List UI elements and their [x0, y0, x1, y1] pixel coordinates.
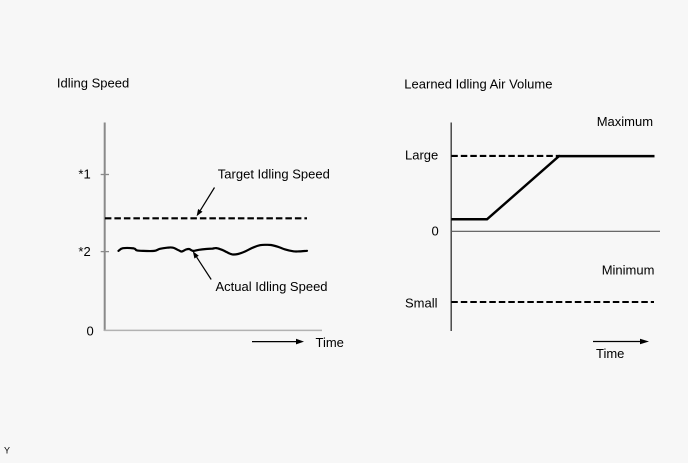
svg-text:Time: Time [316, 335, 344, 350]
svg-text:Maximum: Maximum [597, 114, 653, 129]
svg-text:0: 0 [87, 324, 94, 339]
svg-text:Target Idling Speed: Target Idling Speed [218, 167, 330, 182]
svg-text:Small: Small [405, 295, 438, 310]
svg-text:0: 0 [432, 223, 439, 238]
svg-text:Actual Idling Speed: Actual Idling Speed [216, 279, 328, 294]
svg-text:Minimum: Minimum [602, 263, 655, 278]
svg-text:Learned Idling Air Volume: Learned Idling Air Volume [404, 77, 552, 92]
svg-text:Idling Speed: Idling Speed [57, 76, 129, 91]
svg-text:*2: *2 [78, 244, 90, 259]
svg-text:*1: *1 [78, 167, 90, 182]
svg-text:Y: Y [4, 446, 10, 456]
svg-text:Large: Large [405, 148, 438, 163]
svg-text:Time: Time [596, 346, 624, 361]
